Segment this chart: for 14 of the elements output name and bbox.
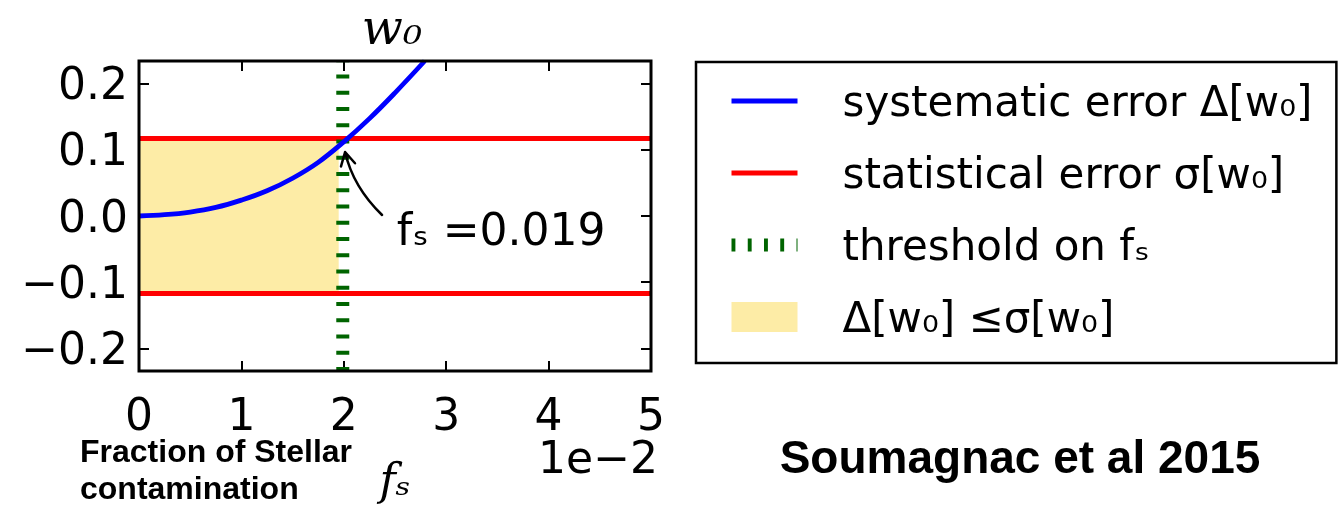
x-axis-title: fₛ [376, 453, 411, 505]
y-tick-label: 0.2 [58, 58, 128, 110]
legend-label: statistical error σ[w₀] [842, 148, 1285, 198]
y-tick-label: −0.2 [21, 322, 128, 374]
annotation: fₛ =0.019 [396, 203, 606, 256]
legend-label: threshold on fₛ [842, 220, 1150, 270]
legend-label: Δ[w₀] ≤σ[w₀] [842, 292, 1115, 342]
y-tick-label: 0.1 [58, 124, 128, 176]
x-tick-label: 3 [432, 388, 461, 440]
y-tick-label: 0.0 [58, 190, 128, 242]
legend-label: systematic error Δ[w₀] [842, 76, 1313, 126]
y-tick-label: −0.1 [21, 256, 128, 308]
text: Soumagnac et al 2015 [779, 431, 1261, 484]
chart-title: w₀ [361, 0, 423, 55]
